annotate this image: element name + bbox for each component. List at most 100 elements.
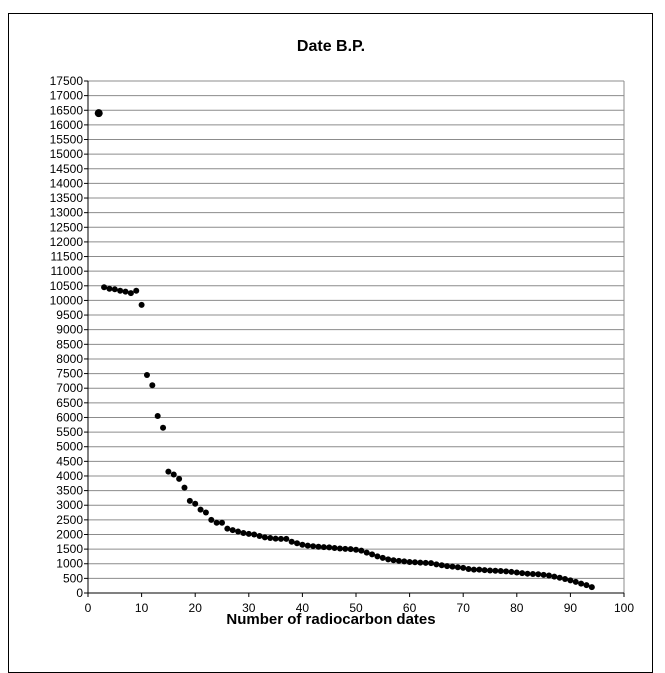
- data-point: [224, 525, 231, 532]
- data-point: [320, 544, 327, 551]
- data-point: [487, 567, 493, 574]
- data-point: [369, 551, 376, 558]
- chart-title: Date B.P.: [297, 38, 365, 55]
- data-point: [476, 566, 483, 573]
- data-point: [245, 530, 252, 537]
- data-point: [176, 475, 183, 482]
- data-point: [513, 569, 520, 576]
- y-tick-label: 15500: [50, 133, 84, 147]
- x-tick-label: 50: [349, 601, 363, 615]
- y-tick-label: 14000: [50, 176, 84, 190]
- y-tick-label: 9000: [56, 323, 83, 337]
- data-point: [567, 577, 574, 584]
- data-point: [336, 545, 343, 552]
- y-tick-label: 11000: [51, 264, 84, 278]
- data-point: [122, 288, 129, 295]
- x-tick-label: 90: [564, 601, 578, 615]
- data-point: [192, 500, 199, 507]
- data-point: [106, 285, 113, 292]
- y-tick-label: 500: [63, 571, 83, 585]
- data-point: [417, 559, 424, 566]
- data-point: [379, 554, 386, 561]
- chart-frame: 0 500 1000 1500 2000 2500 3000 3500 4000 4500 5000…: [8, 13, 653, 673]
- data-point: [310, 543, 317, 550]
- data-point: [186, 497, 193, 504]
- y-tick-label: 11500: [51, 250, 84, 264]
- data-point: [449, 563, 456, 570]
- x-tick-label: 0: [85, 601, 92, 615]
- y-tick-label: 14500: [50, 162, 84, 176]
- data-point: [481, 567, 488, 574]
- data-point: [160, 424, 167, 431]
- x-tick-label: 10: [135, 601, 149, 615]
- data-point: [406, 558, 413, 565]
- y-tick-label: 7000: [56, 381, 83, 395]
- data-point: [154, 412, 161, 419]
- data-point: [395, 557, 402, 564]
- y-tick-label: 17500: [50, 74, 84, 88]
- data-point: [143, 372, 150, 379]
- data-point: [267, 534, 274, 541]
- data-point: [342, 545, 349, 552]
- data-point: [545, 572, 552, 579]
- y-tick-label: 4500: [56, 454, 83, 468]
- data-point: [438, 562, 445, 569]
- data-point: [390, 557, 397, 564]
- data-point: [503, 568, 510, 575]
- data-point: [497, 568, 504, 575]
- y-tick-label: 4000: [56, 469, 83, 483]
- y-tick-label: 5500: [56, 425, 83, 439]
- data-point: [578, 580, 585, 587]
- y-tick-label: 15000: [50, 147, 84, 161]
- data-point: [572, 578, 579, 585]
- data-point: [235, 528, 242, 535]
- data-point: [299, 541, 306, 548]
- data-point: [460, 564, 467, 571]
- data-point: [94, 109, 103, 118]
- data-point: [529, 570, 536, 577]
- data-point: [556, 574, 563, 581]
- data-point: [422, 559, 429, 566]
- data-point: [240, 530, 247, 537]
- data-point: [588, 584, 595, 591]
- y-tick-label: 13000: [50, 206, 84, 220]
- data-point: [101, 284, 108, 291]
- y-tick-label: 12000: [50, 235, 84, 249]
- y-tick-label: 5000: [56, 440, 83, 454]
- y-tick-label: 13500: [50, 191, 84, 205]
- data-point: [283, 535, 290, 542]
- y-tick-label: 1000: [56, 557, 83, 571]
- y-tick-label: 2000: [56, 527, 83, 541]
- y-tick-label: 6500: [56, 396, 83, 410]
- y-tick-label: 8500: [56, 337, 83, 351]
- data-point: [353, 546, 359, 553]
- data-point: [181, 484, 188, 491]
- data-point: [149, 382, 156, 389]
- data-point: [251, 531, 258, 538]
- data-point: [256, 532, 263, 539]
- y-tick-label: 12500: [50, 220, 84, 234]
- y-tick-label: 17000: [50, 89, 84, 103]
- x-tick-label: 40: [296, 601, 310, 615]
- data-point: [470, 566, 477, 573]
- data-point: [454, 564, 461, 571]
- data-point: [272, 535, 279, 542]
- data-point: [315, 543, 322, 550]
- data-point: [294, 540, 301, 547]
- y-tick-label: 16000: [50, 118, 84, 132]
- data-point: [213, 519, 220, 526]
- data-point: [170, 471, 177, 478]
- data-point: [288, 538, 295, 545]
- data-point: [202, 509, 209, 516]
- data-point: [508, 568, 515, 575]
- data-point: [428, 560, 435, 567]
- data-point: [117, 287, 124, 294]
- data-point: [535, 571, 542, 578]
- y-tick-label: 2500: [56, 513, 83, 527]
- y-tick-label: 7500: [56, 367, 83, 381]
- y-tick-label: 3000: [56, 498, 83, 512]
- y-tick-label: 10000: [50, 293, 84, 307]
- y-tick-label: 0: [76, 586, 83, 600]
- y-tick-label: 3500: [56, 484, 83, 498]
- y-tick-label: 16500: [50, 103, 84, 117]
